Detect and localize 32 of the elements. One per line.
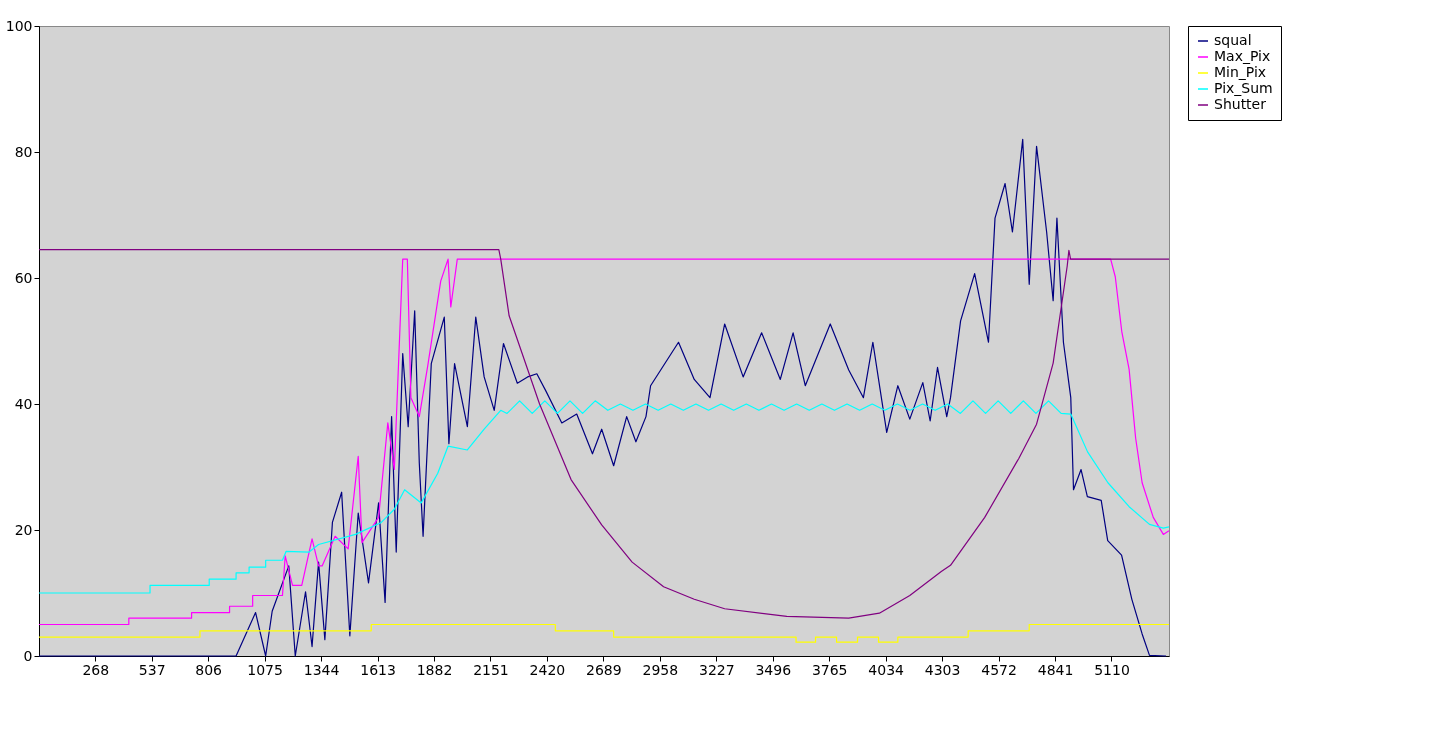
x-tick-label: 4572: [981, 661, 1017, 678]
x-tick-label: 2958: [642, 661, 679, 678]
x-tick-label: 1882: [416, 661, 453, 678]
x-tick-label: 5110: [1094, 661, 1130, 678]
legend-label: Shutter: [1214, 96, 1267, 112]
x-tick-label: 537: [138, 661, 166, 678]
x-tick-label: 1344: [303, 661, 340, 678]
x-tick-label: 2689: [586, 661, 622, 678]
y-tick-label: 20: [14, 521, 33, 538]
legend-label: Min_Pix: [1214, 64, 1267, 80]
x-tick-label: 1075: [247, 661, 283, 678]
y-tick-label: 60: [14, 269, 33, 286]
x-tick-label: 806: [195, 661, 223, 678]
line-series: [38, 400, 1170, 594]
y-tick-label: 40: [14, 395, 33, 412]
line-series: [38, 623, 1170, 643]
x-tick-label: 3496: [755, 661, 792, 678]
legend-label: squal: [1214, 32, 1252, 48]
x-tick-label: 1613: [360, 661, 396, 678]
y-tick-label: 100: [5, 17, 33, 34]
legend-label: Max_Pix: [1214, 48, 1271, 64]
x-tick-label: 3227: [698, 661, 735, 678]
x-tick-label: 4034: [868, 661, 905, 678]
x-tick-label: 4303: [924, 661, 961, 678]
x-tick-label: 2420: [529, 661, 566, 678]
y-tick-label: 0: [23, 647, 33, 664]
x-tick-label: 268: [82, 661, 110, 678]
x-tick-label: 4841: [1037, 661, 1074, 678]
x-tick-label: 2151: [473, 661, 509, 678]
y-tick-label: 80: [14, 143, 33, 160]
x-tick-label: 3765: [811, 661, 848, 678]
legend-label: Pix_Sum: [1214, 80, 1273, 96]
